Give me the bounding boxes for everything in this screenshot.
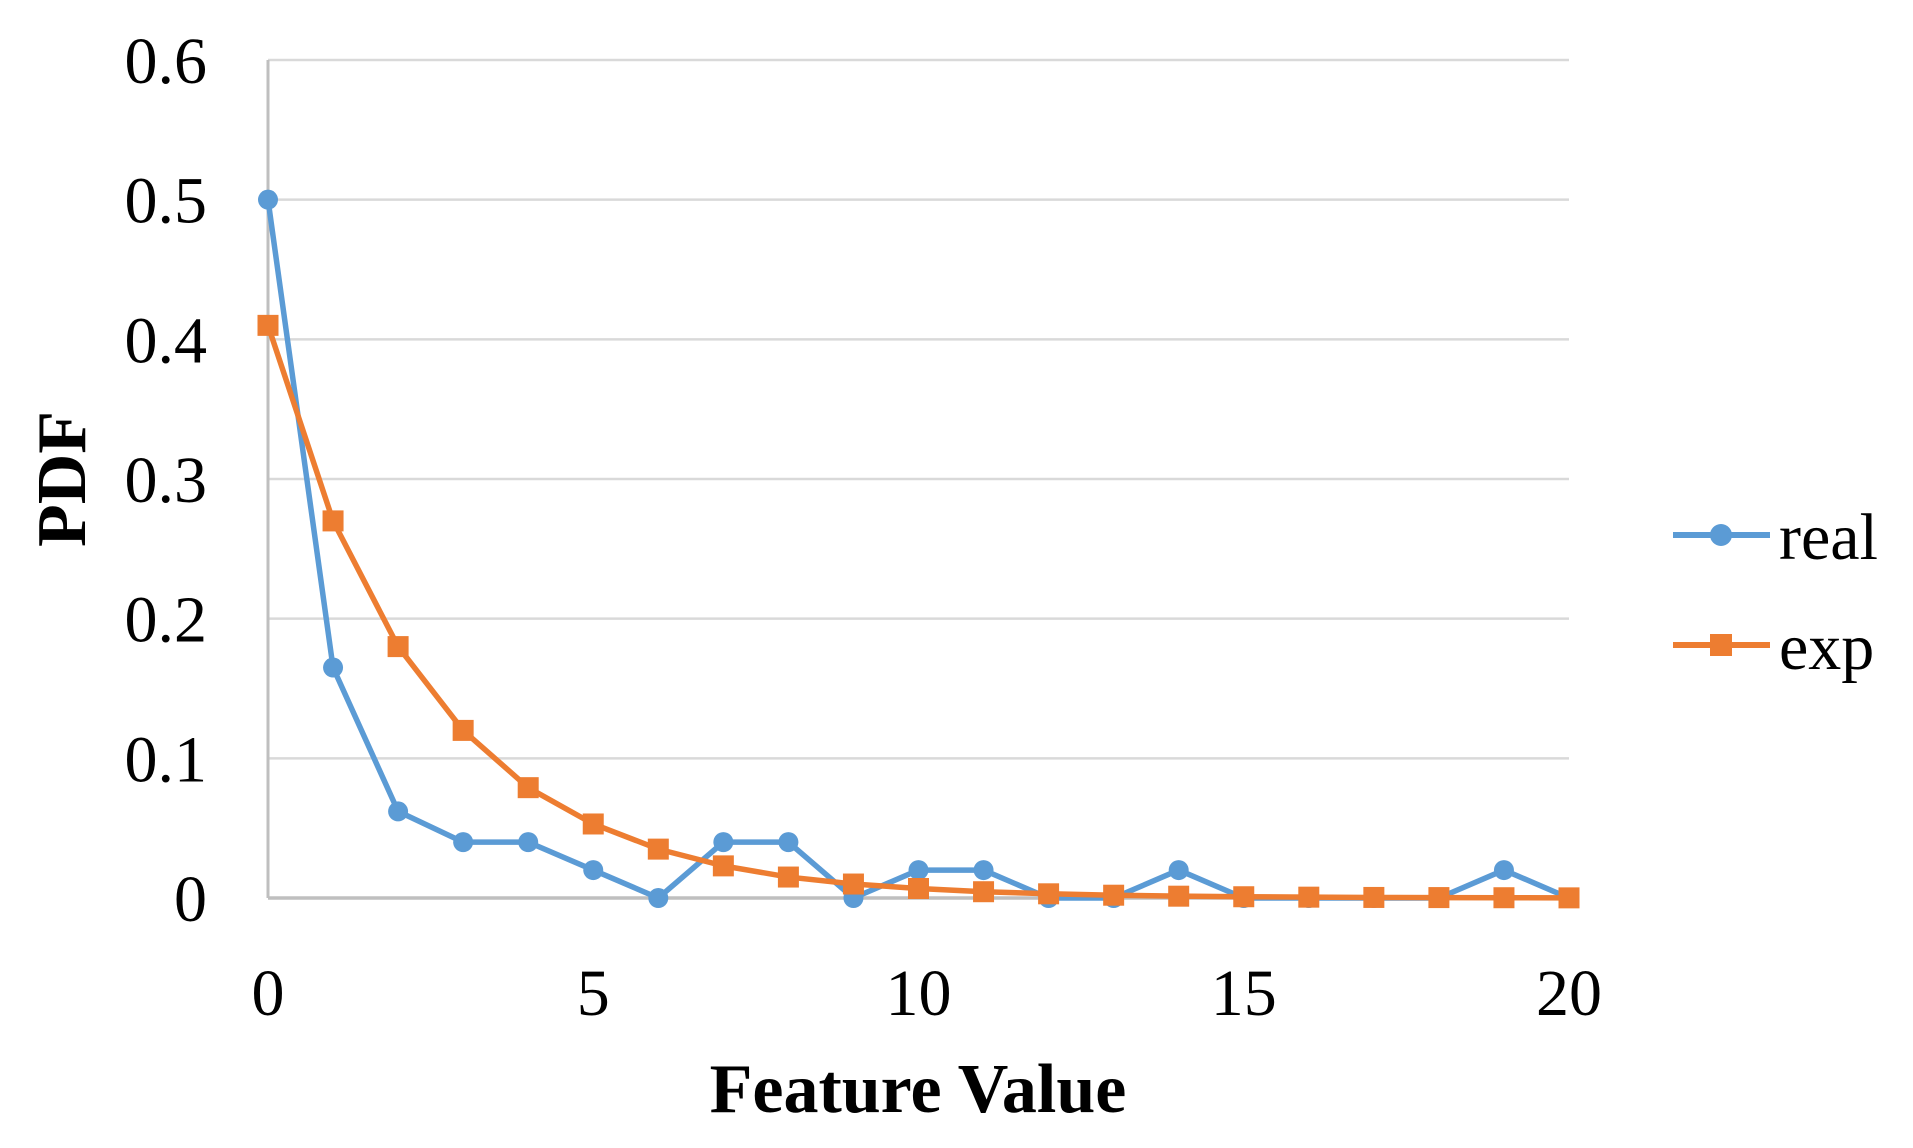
y-tick-label: 0.5 [125, 165, 208, 238]
legend-label-exp: exp [1779, 611, 1874, 684]
series-exp-marker [1168, 885, 1190, 907]
legend-item-real: real [1673, 501, 1878, 574]
series-exp-marker [647, 838, 669, 860]
y-axis-title: PDF [24, 411, 101, 547]
legend-square-marker-icon [1710, 634, 1732, 656]
series-real-marker [973, 860, 994, 881]
series-real-line [265, 196, 1572, 901]
series-real [258, 189, 1579, 908]
series-exp-marker [777, 866, 799, 888]
gridlines [266, 58, 1569, 900]
series-exp-marker [1103, 884, 1125, 906]
series-exp-marker [322, 510, 344, 532]
series-real-marker [518, 832, 539, 853]
series-exp-marker [973, 881, 995, 903]
series-real-marker [713, 832, 734, 853]
y-tick-label: 0 [174, 863, 207, 936]
y-tick-label: 0.6 [125, 25, 208, 98]
series-exp-marker [517, 777, 539, 799]
y-tick-label: 0.4 [125, 304, 208, 377]
series-real-marker [778, 832, 799, 853]
series-real-marker [1168, 860, 1189, 881]
series-exp-marker [582, 813, 604, 835]
legend-item-exp: exp [1673, 611, 1874, 684]
series-real-marker [583, 860, 604, 881]
y-tick-label: 0.1 [125, 723, 208, 796]
y-tick-label: 0.2 [125, 584, 208, 657]
series-real-marker [908, 860, 929, 881]
series-exp-marker [842, 873, 864, 895]
series-exp-marker [712, 855, 734, 877]
series-real-marker [388, 801, 409, 822]
legend-circle-marker-icon [1710, 524, 1732, 546]
series-exp [257, 314, 1580, 909]
series-exp-line [265, 322, 1572, 901]
series-exp-marker [387, 636, 409, 658]
x-tick-label: 20 [1536, 957, 1602, 1030]
x-tick-label: 15 [1211, 957, 1277, 1030]
series-plot [257, 189, 1580, 909]
series-exp-marker [908, 878, 929, 900]
x-axis-title: Feature Value [710, 1051, 1127, 1128]
series-real-marker [1493, 860, 1514, 881]
series-exp-marker [1038, 883, 1060, 905]
series-exp-marker [1363, 886, 1385, 908]
series-exp-marker [1428, 887, 1450, 909]
series-exp-marker [1233, 886, 1255, 908]
series-exp-marker [1493, 887, 1515, 909]
series-exp-marker [257, 314, 279, 336]
series-real-marker [323, 657, 344, 678]
series-real-marker [453, 832, 474, 853]
x-tick-label: 5 [577, 957, 610, 1030]
tick-labels: 0 5 10 15 20 0 0.1 0.2 0.3 0.4 0.5 0.6 [125, 25, 1603, 1030]
y-tick-label: 0.3 [125, 444, 208, 517]
x-tick-label: 10 [886, 957, 952, 1030]
legend: real exp [1673, 501, 1878, 684]
series-exp-marker [452, 719, 474, 741]
series-real-marker [258, 189, 278, 210]
series-exp-marker [1298, 886, 1320, 908]
series-real-marker [648, 888, 669, 908]
legend-label-real: real [1779, 501, 1878, 574]
series-exp-marker [1558, 887, 1580, 909]
x-tick-label: 0 [252, 957, 285, 1030]
